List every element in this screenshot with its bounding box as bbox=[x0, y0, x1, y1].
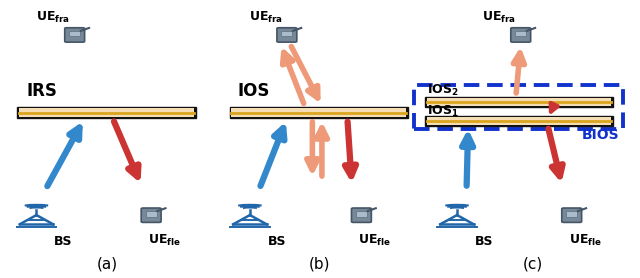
Bar bbox=[425, 97, 613, 107]
Text: IOS$_{\mathregular{2}}$: IOS$_{\mathregular{2}}$ bbox=[427, 83, 459, 98]
FancyBboxPatch shape bbox=[141, 208, 161, 222]
Bar bbox=[515, 31, 526, 36]
Text: BS: BS bbox=[268, 235, 286, 248]
Text: UE$_{\mathregular{fle}}$: UE$_{\mathregular{fle}}$ bbox=[148, 233, 181, 248]
FancyBboxPatch shape bbox=[277, 28, 297, 42]
Text: (c): (c) bbox=[522, 256, 543, 271]
Bar bbox=[17, 107, 196, 118]
Text: BIOS: BIOS bbox=[582, 128, 620, 142]
Text: (a): (a) bbox=[97, 256, 118, 271]
Bar bbox=[427, 117, 611, 125]
Text: IOS: IOS bbox=[237, 83, 269, 100]
Text: UE$_{\mathregular{fle}}$: UE$_{\mathregular{fle}}$ bbox=[358, 233, 391, 248]
Bar bbox=[414, 85, 623, 129]
FancyBboxPatch shape bbox=[351, 208, 371, 222]
FancyBboxPatch shape bbox=[562, 208, 582, 222]
Bar bbox=[356, 211, 367, 217]
Text: IRS: IRS bbox=[27, 83, 58, 100]
Text: UE$_{\mathregular{fra}}$: UE$_{\mathregular{fra}}$ bbox=[36, 10, 70, 25]
Text: (b): (b) bbox=[309, 256, 331, 271]
Text: UE$_{\mathregular{fra}}$: UE$_{\mathregular{fra}}$ bbox=[248, 10, 283, 25]
Text: UE$_{\mathregular{fra}}$: UE$_{\mathregular{fra}}$ bbox=[483, 10, 516, 25]
Text: UE$_{\mathregular{fle}}$: UE$_{\mathregular{fle}}$ bbox=[568, 233, 602, 248]
Bar bbox=[425, 116, 613, 126]
Bar bbox=[230, 107, 408, 118]
Bar bbox=[566, 211, 577, 217]
Text: BS: BS bbox=[475, 235, 493, 248]
Bar bbox=[19, 108, 194, 117]
FancyBboxPatch shape bbox=[511, 28, 531, 42]
Bar bbox=[232, 108, 406, 117]
Bar bbox=[146, 211, 157, 217]
FancyBboxPatch shape bbox=[65, 28, 84, 42]
Bar bbox=[427, 98, 611, 106]
Bar bbox=[282, 31, 292, 36]
Text: BS: BS bbox=[54, 235, 73, 248]
Text: IOS$_{\mathregular{1}}$: IOS$_{\mathregular{1}}$ bbox=[427, 104, 459, 119]
Bar bbox=[69, 31, 80, 36]
